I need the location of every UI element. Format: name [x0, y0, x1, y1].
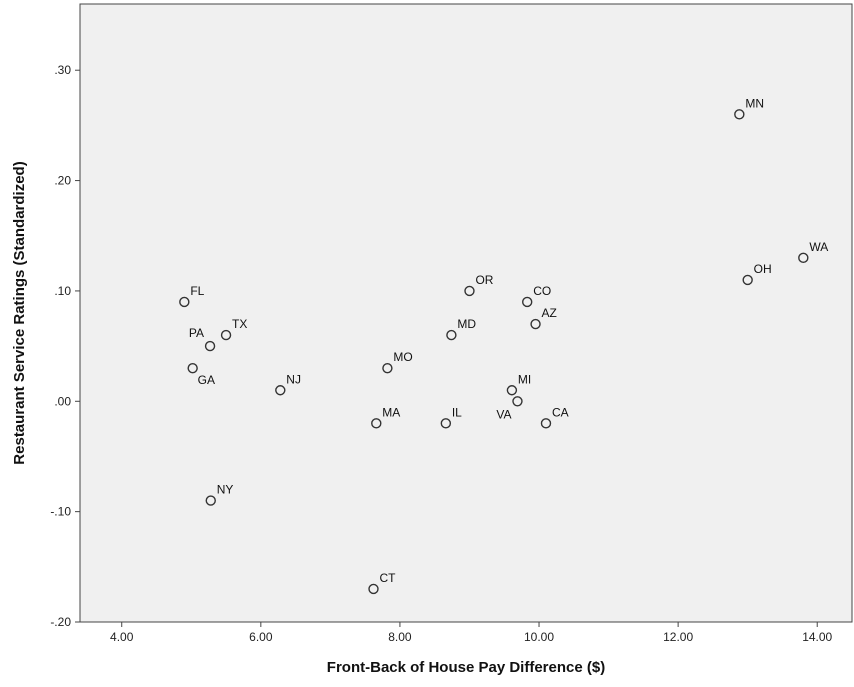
- point-label-ma: MA: [382, 405, 400, 419]
- point-label-md: MD: [457, 317, 476, 331]
- scatter-point-nj: [275, 385, 286, 396]
- point-label-il: IL: [452, 405, 462, 419]
- x-tick-label: 10.00: [524, 630, 554, 644]
- scatter-point-oh: [742, 274, 753, 286]
- point-label-ct: CT: [379, 571, 396, 585]
- x-axis: 4.00 6.00 8.00 10.00 12.00 14.00: [110, 622, 833, 644]
- y-tick-label: -.20: [50, 615, 71, 629]
- scatter-point-ga: [187, 362, 198, 374]
- scatter-point-fl: [179, 296, 190, 308]
- scatter-point-co: [522, 296, 533, 308]
- y-tick-label: .10: [54, 284, 71, 298]
- point-label-ga: GA: [198, 373, 215, 387]
- scatter-point-wa: [798, 252, 809, 264]
- data-points: FL PA TX GA NJ NY MO MA CT MD IL OR CO AZ MI VA CA MN OH WA: [179, 96, 828, 595]
- y-axis-title: Restaurant Service Ratings (Standardized…: [11, 161, 28, 464]
- point-label-pa: PA: [189, 326, 204, 340]
- x-axis-title: Front-Back of House Pay Difference ($): [327, 659, 605, 676]
- scatter-point-mi: [506, 385, 518, 396]
- scatter-point-mo: [382, 362, 393, 374]
- scatter-point-ct: [368, 583, 379, 595]
- plot-area: [79, 3, 853, 623]
- scatter-point-mn: [734, 109, 745, 120]
- scatter-point-tx: [220, 329, 232, 341]
- point-label-mo: MO: [393, 350, 412, 364]
- point-label-or: OR: [475, 273, 493, 287]
- x-tick-label: 12.00: [663, 630, 693, 644]
- y-axis: -.20 -.10 .00 .10 .20 .30: [50, 63, 80, 629]
- y-tick-label: -.10: [50, 505, 71, 519]
- scatter-point-ca: [540, 418, 552, 429]
- point-label-fl: FL: [190, 284, 204, 298]
- point-label-va: VA: [496, 407, 511, 421]
- x-tick-label: 14.00: [802, 630, 832, 644]
- x-tick-label: 8.00: [388, 630, 412, 644]
- scatter-point-pa: [204, 340, 216, 352]
- point-label-tx: TX: [232, 317, 247, 331]
- scatter-point-ny: [205, 495, 216, 506]
- point-label-az: AZ: [542, 306, 557, 320]
- point-label-ny: NY: [217, 483, 234, 497]
- y-tick-label: .20: [54, 174, 71, 188]
- x-tick-label: 4.00: [110, 630, 134, 644]
- point-label-mn: MN: [745, 96, 764, 110]
- point-label-co: CO: [533, 284, 551, 298]
- scatter-point-az: [530, 318, 541, 330]
- x-tick-label: 6.00: [249, 630, 273, 644]
- point-label-wa: WA: [809, 240, 828, 254]
- scatter-point-or: [464, 285, 475, 297]
- y-tick-label: .30: [54, 63, 71, 77]
- scatter-point-md: [446, 329, 457, 341]
- scatter-point-va: [512, 396, 523, 407]
- scatter-point-ma: [371, 418, 382, 429]
- point-label-nj: NJ: [286, 372, 301, 386]
- point-label-oh: OH: [754, 262, 772, 276]
- point-label-mi: MI: [518, 372, 531, 386]
- scatter-point-il: [440, 418, 452, 429]
- y-tick-label: .00: [54, 394, 71, 408]
- point-label-ca: CA: [552, 405, 569, 419]
